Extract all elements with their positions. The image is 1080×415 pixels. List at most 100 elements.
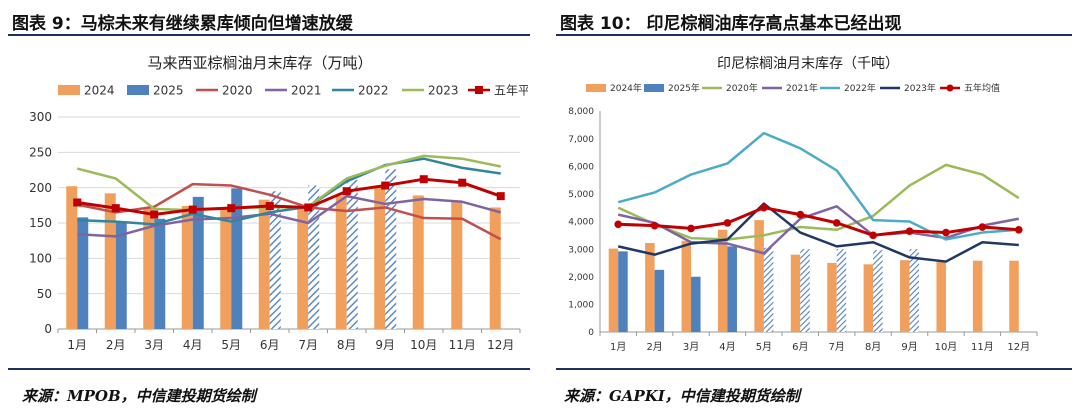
legend-label: 五年平均 (494, 83, 528, 97)
line-point (942, 228, 950, 237)
bar (66, 186, 78, 329)
bar (335, 196, 347, 329)
legend-label: 2024 (84, 83, 115, 97)
bar (1009, 260, 1019, 332)
bar (618, 251, 628, 332)
bar (790, 254, 801, 332)
x-tick-label: 7月 (829, 341, 845, 353)
bar (681, 240, 692, 332)
y-tick-label: 4,000 (568, 218, 594, 228)
y-tick-label: 0 (44, 322, 52, 336)
series-line (617, 131, 1019, 241)
legend-label: 2020年 (726, 82, 758, 94)
bar (727, 246, 737, 332)
left-chart: 马来西亚棕榈油月末库存（万吨） 2024 2025 2020 2021 2022 2023 五… (29, 54, 528, 352)
x-tick-label: 12月 (487, 338, 514, 352)
legend-label: 2023 (428, 83, 459, 97)
x-tick-label: 6月 (792, 341, 808, 353)
bar (231, 188, 243, 329)
bar (900, 260, 910, 332)
y-tick-label: 50 (37, 287, 52, 301)
y-tick-label: 5,000 (568, 190, 594, 200)
left-figure-title: 图表 9：马棕未来有继续累库倾向但增速放缓 (12, 14, 353, 34)
series-line (618, 206, 1019, 237)
bar (258, 199, 270, 329)
line-point (650, 221, 659, 230)
x-tick-label: 1月 (610, 341, 626, 353)
bar (909, 249, 920, 332)
bar (489, 207, 501, 329)
line-point (342, 187, 351, 196)
x-tick-label: 8月 (865, 341, 881, 353)
x-tick-label: 11月 (971, 341, 994, 353)
bar (77, 217, 89, 329)
legend-label: 2025 (153, 83, 184, 97)
bar (181, 206, 193, 329)
bar (143, 208, 155, 329)
line-point (150, 210, 159, 219)
y-tick-label: 2,000 (568, 273, 594, 283)
right-title-rule (556, 34, 1072, 36)
line-point (265, 202, 274, 211)
legend-label: 2023年 (904, 82, 936, 94)
x-tick-label: 4月 (183, 338, 203, 352)
bar (451, 200, 463, 329)
x-tick-label: 3月 (144, 338, 164, 352)
legend-marker (946, 84, 954, 92)
left-source-note: 来源：MPOB，中信建投期货绘制 (22, 387, 256, 405)
x-tick-label: 8月 (337, 338, 357, 352)
bar (836, 249, 847, 332)
line-point (111, 204, 120, 213)
y-tick-label: 8,000 (568, 107, 594, 117)
legend-label: 2024年 (610, 82, 642, 94)
line-point (905, 227, 914, 235)
x-tick-label: 5月 (756, 341, 772, 353)
legend-label: 2022 (358, 83, 389, 97)
bar (308, 185, 320, 329)
right-figure-title: 图表 10： 印尼棕榈油库存高点基本已经出现 (560, 14, 902, 34)
series-line (617, 202, 1019, 263)
line-point (614, 220, 623, 229)
right-source-note: 来源：GAPKI，中信建投期货绘制 (564, 387, 800, 405)
legend-label: 2025年 (668, 82, 700, 94)
chart-title: 印尼棕榈油月末库存（千吨） (717, 56, 899, 72)
right-bottom-rule (556, 368, 1072, 370)
x-tick-label: 10月 (410, 338, 437, 352)
bar (608, 248, 619, 332)
legend-swatch (58, 85, 80, 95)
bar (269, 191, 281, 329)
bar (154, 218, 166, 329)
y-tick-label: 0 (588, 328, 594, 338)
line-point (760, 203, 768, 212)
x-tick-label: 4月 (719, 341, 735, 353)
line-point (796, 210, 805, 219)
bar (800, 249, 810, 332)
bar (972, 260, 983, 332)
legend-label: 2021 (291, 83, 322, 97)
left-bottom-rule (8, 368, 530, 370)
bar (863, 264, 874, 332)
series-line (617, 163, 1020, 241)
y-tick-label: 1,000 (568, 301, 594, 311)
y-tick-label: 300 (29, 110, 52, 124)
y-tick-label: 200 (29, 181, 52, 195)
y-tick-label: 150 (29, 216, 52, 230)
bar (385, 169, 397, 329)
x-tick-label: 12月 (1007, 341, 1030, 353)
series-line (77, 194, 502, 238)
x-tick-label: 6月 (260, 338, 280, 352)
x-tick-label: 2月 (106, 338, 126, 352)
bar (220, 207, 232, 329)
legend-label: 2022年 (844, 82, 876, 94)
legend-label: 五年均值 (964, 82, 1000, 94)
bar (374, 187, 386, 329)
bar (115, 222, 127, 329)
series-line (617, 205, 1020, 255)
line-point (73, 198, 82, 207)
bar (654, 269, 665, 332)
left-title-rule (8, 34, 530, 36)
x-tick-label: 7月 (298, 338, 318, 352)
bar (104, 193, 116, 329)
x-tick-label: 9月 (375, 338, 395, 352)
line-point (687, 224, 695, 233)
